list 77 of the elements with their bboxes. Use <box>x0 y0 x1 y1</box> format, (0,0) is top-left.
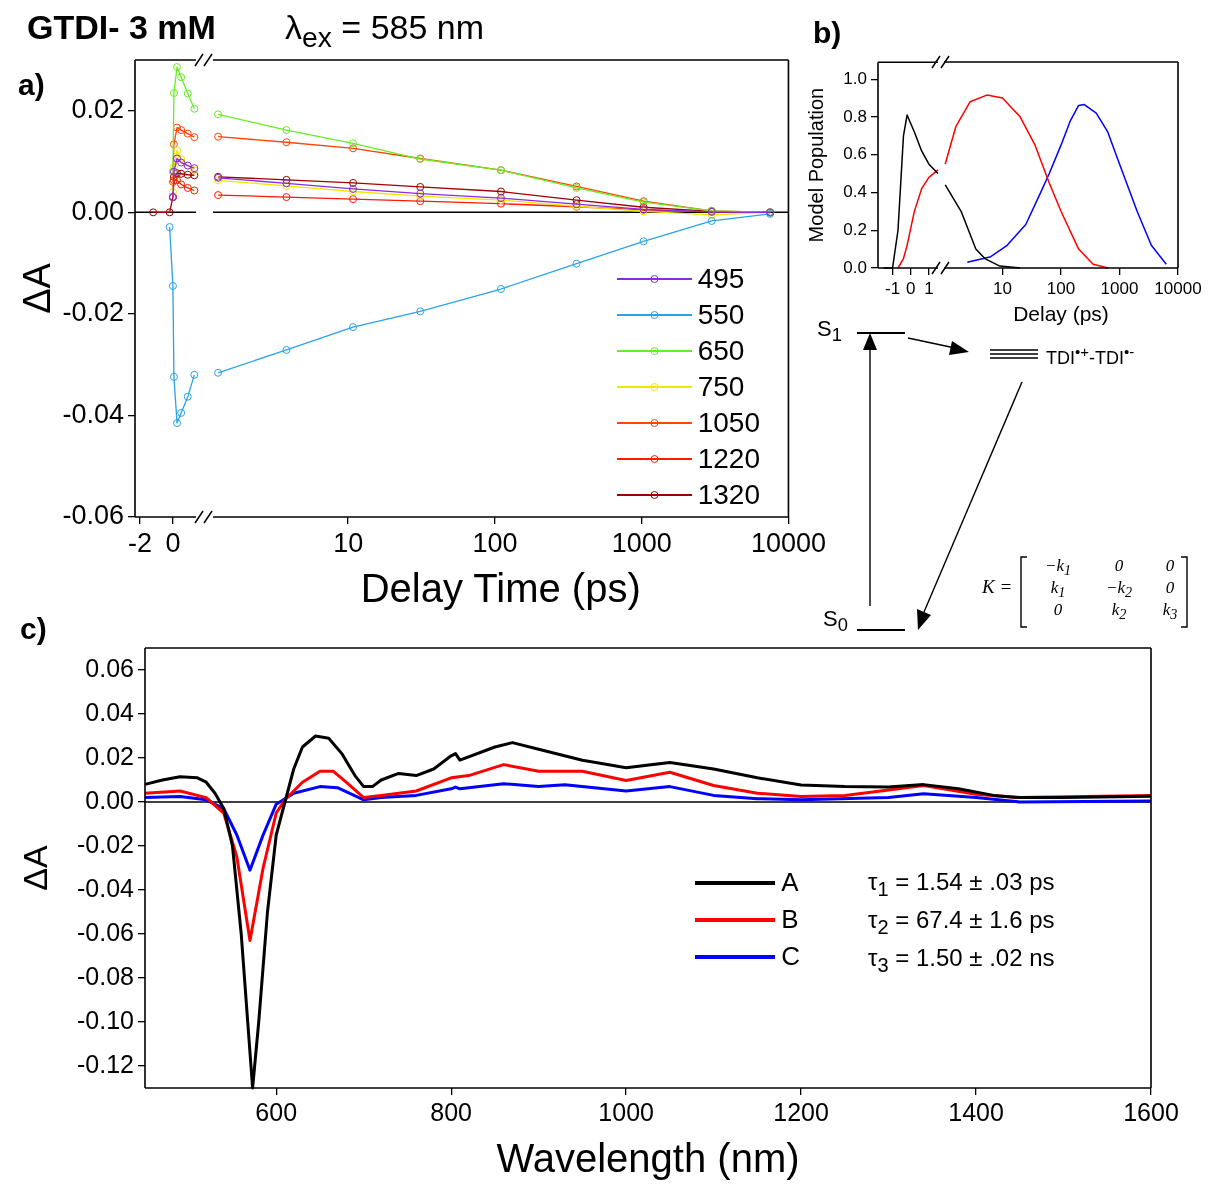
legend-label: 650 <box>697 335 745 367</box>
x-tick-label: -1 <box>884 278 901 298</box>
x-axis-title: Delay Time (ps) <box>360 566 641 611</box>
annotation: τ$_{3}$ = 1.50 ± .02 ns <box>868 944 1055 977</box>
x-tick-label: 0 <box>165 527 181 558</box>
y-tick-label: 0.6 <box>843 144 867 164</box>
legend-label: 550 <box>697 299 745 331</box>
x-tick-label: 100 <box>472 527 518 558</box>
text: k$_{2}$ <box>1110 600 1128 624</box>
y-tick-label: -0.04 <box>77 873 135 902</box>
x-tick-label: 1000 <box>598 1097 654 1126</box>
text: S$_{0}$ <box>823 606 848 637</box>
text: K = <box>982 576 1013 598</box>
y-tick-label: -0.02 <box>62 297 124 328</box>
text: k$_{1}$ <box>1049 578 1067 602</box>
chart-title: GTDI- 3 mM <box>27 8 216 46</box>
y-tick-label: 0.2 <box>843 219 867 239</box>
y-tick-label: -0.06 <box>77 917 134 946</box>
y-tick-label: 0.0 <box>843 257 867 277</box>
y-tick-label: 0.8 <box>843 106 867 126</box>
x-tick-label: 1400 <box>948 1097 1004 1126</box>
text: k$_{3}$ <box>1161 600 1179 624</box>
y-tick-label: 0.06 <box>85 653 134 682</box>
y-tick-label: 0.02 <box>71 94 124 125</box>
x-tick-label: 10000 <box>1154 278 1202 298</box>
y-tick-label: 0.04 <box>85 697 135 726</box>
x-axis-title: Delay (ps) <box>1013 302 1109 326</box>
x-tick-label: 800 <box>430 1097 473 1126</box>
legend-label: 1050 <box>697 407 760 439</box>
y-tick-label: -0.12 <box>77 1049 134 1078</box>
x-tick-label: 1600 <box>1123 1097 1179 1126</box>
annotation: τ$_{1}$ = 1.54 ± .03 ps <box>868 868 1055 901</box>
text: TDI$^{•+}$-TDI$^{•-}$ <box>1046 343 1135 369</box>
text: 0 <box>1113 556 1125 576</box>
text: 0 <box>1052 600 1064 620</box>
x-tick-label: 100 <box>1046 278 1076 298</box>
x-tick-label: 0 <box>905 278 916 298</box>
y-axis-title: Model Population <box>804 87 827 243</box>
y-tick-label: -0.10 <box>77 1005 134 1034</box>
y-tick-label: -0.06 <box>62 500 124 531</box>
y-tick-label: -0.02 <box>77 829 134 858</box>
annotation: τ$_{2}$ = 67.4 ± 1.6 ps <box>868 906 1055 939</box>
text: −k$_{1}$ <box>1043 556 1073 580</box>
x-tick-label: 1000 <box>1100 278 1139 298</box>
text: 0 <box>1164 578 1176 598</box>
x-tick-label: 1000 <box>611 527 672 558</box>
y-tick-label: 0.02 <box>85 741 134 770</box>
y-axis-title: ΔA <box>15 844 54 891</box>
legend-label: 750 <box>697 371 745 403</box>
text: S$_{1}$ <box>817 316 842 347</box>
x-tick-label: 1200 <box>773 1097 829 1126</box>
x-tick-label: 10000 <box>750 527 827 558</box>
legend-label: B <box>781 904 799 935</box>
text: c) <box>20 612 47 646</box>
legend-label: 1220 <box>697 443 760 475</box>
text: a) <box>18 68 45 102</box>
legend-label: A <box>781 867 799 898</box>
text: 0 <box>1164 556 1176 576</box>
y-tick-label: 0.00 <box>71 195 124 226</box>
y-tick-label: -0.04 <box>62 398 124 429</box>
text: b) <box>813 16 842 50</box>
legend-label: C <box>781 941 800 972</box>
y-tick-label: 0.00 <box>85 785 134 814</box>
chart-title: λ$_{ex}$ = 585 nm <box>285 8 485 53</box>
x-tick-label: -2 <box>127 527 152 558</box>
y-tick-label: 0.4 <box>843 182 867 202</box>
x-tick-label: 10 <box>333 527 364 558</box>
legend-label: 1320 <box>697 479 760 511</box>
legend-label: 495 <box>697 263 745 295</box>
x-tick-label: 1 <box>924 278 934 298</box>
y-tick-label: 1.0 <box>843 68 867 88</box>
y-tick-label: -0.08 <box>77 961 134 990</box>
x-tick-label: 600 <box>255 1097 298 1126</box>
x-axis-title: Wavelength (nm) <box>496 1136 800 1181</box>
x-tick-label: 10 <box>993 278 1012 298</box>
y-axis-title: ΔA <box>16 262 59 314</box>
text: −k$_{2}$ <box>1104 578 1134 602</box>
